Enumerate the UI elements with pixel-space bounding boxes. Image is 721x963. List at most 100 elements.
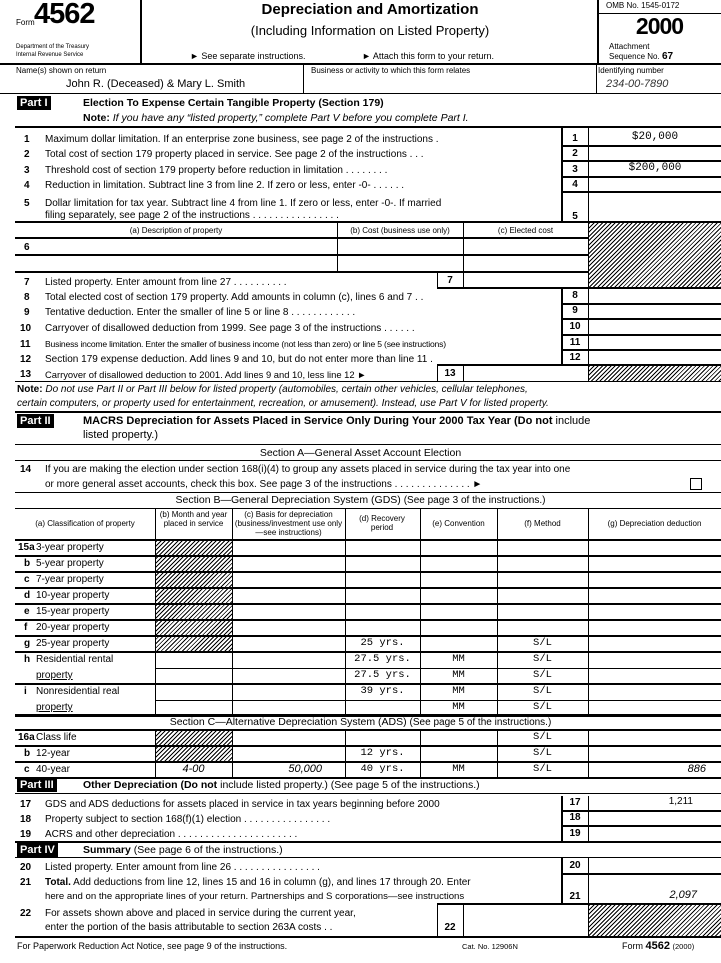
- name-label: Name(s) shown on return: [16, 66, 107, 75]
- divider: [588, 730, 589, 777]
- section-b-heading: Section B—General Depreciation System (G…: [0, 494, 721, 506]
- line-text-continued: enter the portion of the basis attributa…: [45, 922, 333, 933]
- cell-f[interactable]: S/L: [533, 669, 552, 681]
- row-label-continued: property: [36, 670, 73, 681]
- line-text-continued: filing separately, see page 2 of the ins…: [45, 210, 339, 221]
- line-number: 4: [24, 180, 30, 191]
- cell-f[interactable]: S/L: [533, 685, 552, 697]
- cell-e[interactable]: MM: [452, 701, 465, 713]
- line-text: For assets shown above and placed in ser…: [45, 908, 356, 919]
- col-header-basis: (c) Basis for depreciation (business/inv…: [234, 510, 343, 537]
- line-box-number: 2: [572, 148, 578, 159]
- divider: [15, 777, 721, 779]
- divider: [15, 126, 721, 128]
- divider: [15, 381, 721, 382]
- general-asset-election-checkbox[interactable]: [690, 478, 702, 490]
- line-21-total-amount[interactable]: 2,097: [669, 889, 697, 901]
- divider: [15, 761, 721, 763]
- cell-b[interactable]: 4-00: [182, 763, 205, 775]
- col-header-month-year: (b) Month and year placed in service: [159, 510, 228, 528]
- row-letter: i: [24, 686, 27, 697]
- divider: [15, 411, 721, 413]
- line-number: 17: [20, 799, 32, 810]
- row-label: Class life: [36, 732, 77, 743]
- department: Department of the Treasury: [16, 44, 90, 50]
- divider: [15, 587, 721, 589]
- part3-badge: Part III: [17, 778, 57, 792]
- row-label: 10-year property: [36, 590, 110, 601]
- title-text: Other Depreciation (: [83, 779, 184, 791]
- line-box-number: 21: [569, 891, 581, 902]
- cell-e[interactable]: MM: [452, 653, 465, 665]
- line-box-number: 13: [444, 368, 456, 379]
- cell-d[interactable]: 27.5 yrs.: [354, 653, 411, 665]
- cell-f[interactable]: S/L: [533, 653, 552, 665]
- cell-e[interactable]: MM: [452, 763, 465, 775]
- line-box-number: 4: [572, 179, 578, 190]
- line-number: 2: [24, 149, 30, 160]
- col-b-header: (b) Cost (business use only): [350, 226, 450, 235]
- section-c-heading: Section C—Alternative Depreciation Syste…: [0, 716, 721, 728]
- divider: [15, 444, 721, 445]
- cell-e[interactable]: MM: [452, 685, 465, 697]
- omb-number: OMB No. 1545-0172: [606, 1, 680, 10]
- cell-d[interactable]: 39 yrs.: [360, 685, 405, 697]
- divider: [345, 508, 346, 715]
- shaded-area: [156, 541, 232, 651]
- line-17-amount[interactable]: 1,211: [668, 796, 693, 807]
- line-box-number: 9: [572, 305, 578, 316]
- row-letter: h: [24, 654, 31, 665]
- taxpayer-name[interactable]: John R. (Deceased) & Mary L. Smith: [66, 78, 246, 90]
- divider: [561, 191, 721, 193]
- row-letter: e: [24, 606, 30, 617]
- divider: [303, 64, 304, 93]
- shaded-area: [589, 366, 721, 381]
- cell-d[interactable]: 25 yrs.: [360, 637, 405, 649]
- cell-f[interactable]: S/L: [533, 747, 552, 759]
- divider: [155, 730, 156, 777]
- cell-f[interactable]: S/L: [533, 701, 552, 713]
- row-label: 40-year: [36, 764, 70, 775]
- cell-g[interactable]: 886: [687, 763, 706, 775]
- cell-c[interactable]: 50,000: [288, 763, 322, 775]
- divider: [15, 571, 721, 573]
- divider: [15, 539, 721, 541]
- line-box-number: 1: [572, 133, 578, 144]
- line-text: Dollar limitation for tax year. Subtract…: [45, 198, 442, 209]
- divider: [437, 364, 721, 366]
- divider: [15, 492, 721, 493]
- divider: [561, 873, 721, 875]
- business-label: Business or activity to which this form …: [311, 66, 471, 75]
- total-text: Add deductions from line 12, lines 15 an…: [70, 877, 471, 888]
- row-letter: 15a: [18, 542, 35, 553]
- cell-f[interactable]: S/L: [533, 637, 552, 649]
- divider: [15, 936, 721, 938]
- cell-e[interactable]: MM: [452, 669, 465, 681]
- identifying-number[interactable]: 234-00-7890: [606, 78, 669, 90]
- line-text: Tentative deduction. Enter the smaller o…: [45, 307, 356, 318]
- cell-d[interactable]: 40 yrs.: [360, 763, 405, 775]
- divider: [15, 841, 721, 843]
- divider: [15, 254, 588, 256]
- divider: [15, 715, 721, 717]
- col-a-header: (a) Description of property: [129, 226, 223, 235]
- line-number: 20: [20, 862, 32, 873]
- paperwork-notice: For Paperwork Reduction Act Notice, see …: [17, 941, 288, 951]
- divider: [420, 508, 421, 715]
- line-1-amount[interactable]: $20,000: [631, 131, 679, 143]
- line-text: Maximum dollar limitation. If an enterpr…: [45, 134, 439, 145]
- section-c-title: Section C—Alternative Depreciation Syste…: [169, 716, 407, 728]
- cell-d[interactable]: 27.5 yrs.: [354, 669, 411, 681]
- line-text: Carryover of disallowed deduction from 1…: [45, 323, 415, 334]
- form-subtitle: (Including Information on Listed Propert…: [250, 23, 490, 38]
- cell-f[interactable]: S/L: [533, 763, 552, 775]
- cell-f[interactable]: S/L: [533, 731, 552, 743]
- divider: [140, 0, 142, 64]
- line-box-number: 22: [444, 922, 456, 933]
- row-letter: f: [24, 622, 28, 633]
- line-number: 8: [24, 292, 30, 303]
- row-label: Residential rental: [36, 654, 114, 665]
- cell-d[interactable]: 12 yrs.: [360, 747, 405, 759]
- title-do-not: Do not: [183, 779, 218, 791]
- line-3-amount[interactable]: $200,000: [628, 162, 682, 174]
